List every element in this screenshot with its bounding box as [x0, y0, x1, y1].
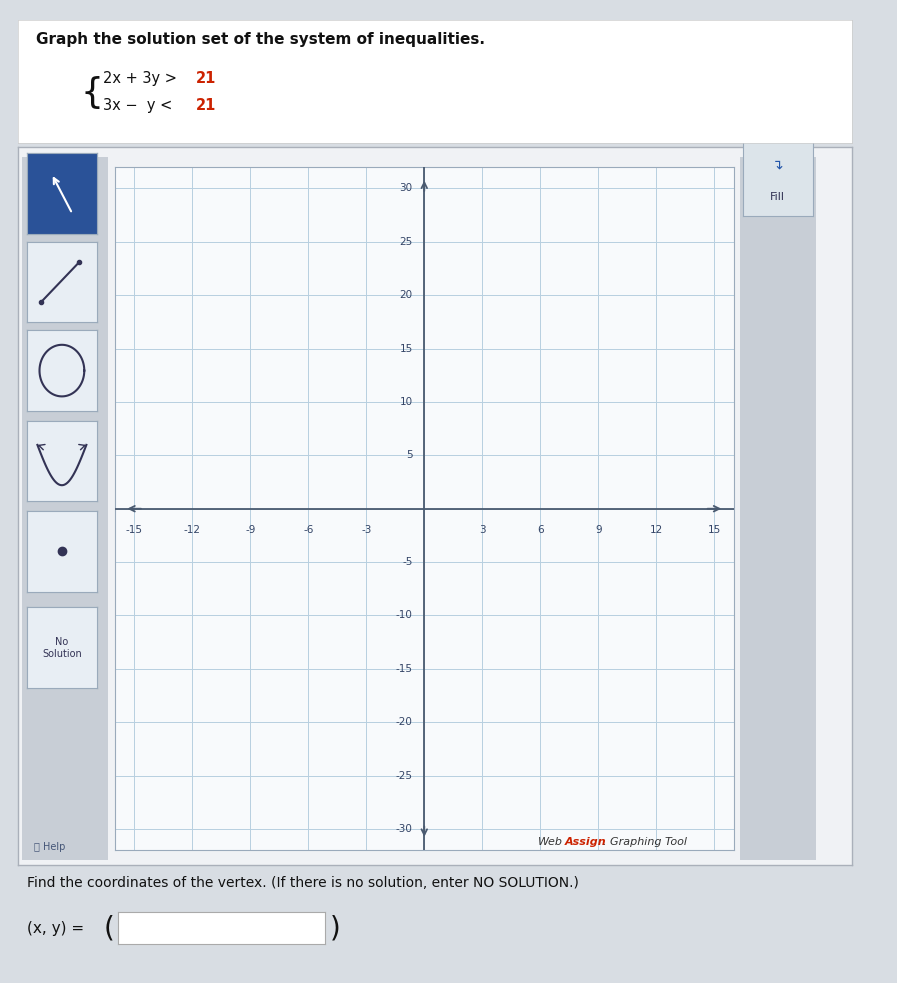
Text: 30: 30: [399, 184, 413, 194]
Text: -3: -3: [361, 525, 371, 535]
Text: -15: -15: [126, 525, 143, 535]
Text: -15: -15: [396, 664, 413, 673]
Text: ⓘ Help: ⓘ Help: [34, 842, 65, 852]
Text: -30: -30: [396, 824, 413, 834]
Text: (x, y) =: (x, y) =: [27, 921, 89, 937]
Text: -5: -5: [402, 557, 413, 567]
Text: -10: -10: [396, 610, 413, 620]
Text: ↴: ↴: [772, 158, 783, 172]
Text: 21: 21: [196, 97, 216, 113]
Text: 10: 10: [399, 397, 413, 407]
Text: No
Solution: No Solution: [42, 637, 82, 659]
Text: -9: -9: [245, 525, 256, 535]
Text: 12: 12: [649, 525, 663, 535]
Text: 3x −  y <: 3x − y <: [103, 97, 177, 113]
Text: -6: -6: [303, 525, 313, 535]
Text: 9: 9: [595, 525, 602, 535]
Text: 21: 21: [196, 71, 216, 87]
Text: {: {: [81, 77, 104, 110]
Text: 5: 5: [406, 450, 413, 460]
Text: 6: 6: [537, 525, 544, 535]
Text: 15: 15: [399, 344, 413, 354]
Text: -20: -20: [396, 718, 413, 727]
Text: Graph the solution set of the system of inequalities.: Graph the solution set of the system of …: [36, 32, 485, 47]
Text: . Graphing Tool: . Graphing Tool: [603, 838, 687, 847]
Text: Fill: Fill: [771, 192, 785, 202]
Text: -12: -12: [184, 525, 201, 535]
Text: (: (: [103, 915, 114, 943]
Text: 3: 3: [479, 525, 485, 535]
Text: ): ): [330, 915, 341, 943]
Text: 2x + 3y >: 2x + 3y >: [103, 71, 182, 87]
Text: -25: -25: [396, 771, 413, 781]
Text: 25: 25: [399, 237, 413, 247]
Text: 15: 15: [708, 525, 721, 535]
Text: Find the coordinates of the vertex. (If there is no solution, enter NO SOLUTION.: Find the coordinates of the vertex. (If …: [27, 876, 579, 890]
Text: Assign: Assign: [565, 838, 606, 847]
Text: Web: Web: [538, 838, 563, 847]
Text: 20: 20: [399, 290, 413, 300]
